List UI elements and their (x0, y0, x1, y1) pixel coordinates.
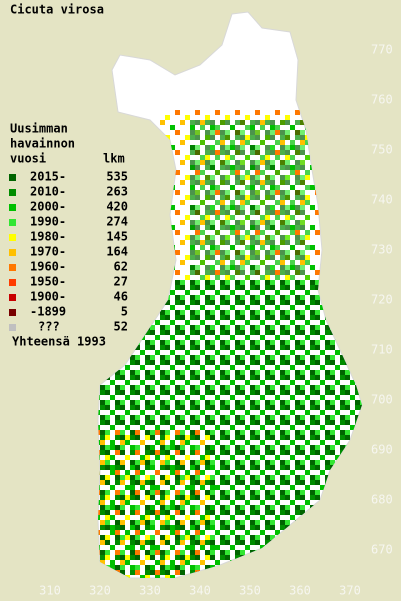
observation-area (98, 430, 215, 578)
legend-count: 274 (106, 215, 128, 229)
y-tick-label: 690 (371, 443, 393, 457)
coordinate-ticks: 310 320 330 340 350 360 370 670 680 690 700 710 720 7… (39, 43, 393, 598)
legend-label: 2015- (30, 170, 66, 184)
x-tick-label: 310 (39, 584, 61, 598)
legend-header: Uusimman (10, 122, 68, 136)
legend-label: 2010- (30, 185, 66, 199)
x-tick-label: 360 (289, 584, 311, 598)
legend: Uusimman havainnon vuosi lkm 2015- 535 201… (9, 122, 128, 349)
y-tick-label: 670 (371, 543, 393, 557)
legend-total: Yhteensä 1993 (12, 335, 106, 349)
legend-label: 1980- (30, 230, 66, 244)
x-tick-label: 350 (239, 584, 261, 598)
legend-count-header: lkm (103, 152, 125, 166)
y-tick-label: 710 (371, 343, 393, 357)
legend-swatch (9, 219, 16, 226)
legend-count: 164 (106, 245, 128, 259)
legend-header: vuosi (10, 152, 46, 166)
legend-label: -1899 (30, 305, 66, 319)
legend-header: havainnon (10, 137, 75, 151)
legend-count: 52 (114, 320, 128, 334)
x-tick-label: 340 (189, 584, 211, 598)
legend-swatch (9, 204, 16, 211)
legend-count: 145 (106, 230, 128, 244)
legend-count: 5 (121, 305, 128, 319)
legend-swatch (9, 189, 16, 196)
legend-count: 535 (106, 170, 128, 184)
y-tick-label: 730 (371, 243, 393, 257)
legend-swatch (9, 264, 16, 271)
observation-area (190, 120, 310, 280)
x-tick-label: 330 (139, 584, 161, 598)
y-tick-label: 680 (371, 493, 393, 507)
legend-swatch (9, 294, 16, 301)
y-tick-label: 760 (371, 93, 393, 107)
y-tick-label: 770 (371, 43, 393, 57)
legend-label: ??? (38, 320, 60, 334)
legend-count: 46 (114, 290, 128, 304)
legend-swatch (9, 234, 16, 241)
legend-swatch (9, 174, 16, 181)
x-tick-label: 320 (89, 584, 111, 598)
legend-label: 1960- (30, 260, 66, 274)
legend-label: 1970- (30, 245, 66, 259)
legend-swatch (9, 279, 16, 286)
legend-count: 27 (114, 275, 128, 289)
legend-label: 1950- (30, 275, 66, 289)
map-title: Cicuta virosa (10, 3, 104, 17)
y-tick-label: 720 (371, 293, 393, 307)
legend-count: 420 (106, 200, 128, 214)
legend-swatch (9, 249, 16, 256)
legend-count: 263 (106, 185, 128, 199)
legend-label: 1900- (30, 290, 66, 304)
legend-label: 2000- (30, 200, 66, 214)
x-tick-label: 370 (339, 584, 361, 598)
y-tick-label: 750 (371, 143, 393, 157)
legend-label: 1990- (30, 215, 66, 229)
observation-squares (98, 110, 362, 578)
legend-count: 62 (114, 260, 128, 274)
legend-swatch (9, 309, 16, 316)
legend-swatch (9, 324, 16, 331)
y-tick-label: 740 (371, 193, 393, 207)
y-tick-label: 700 (371, 393, 393, 407)
